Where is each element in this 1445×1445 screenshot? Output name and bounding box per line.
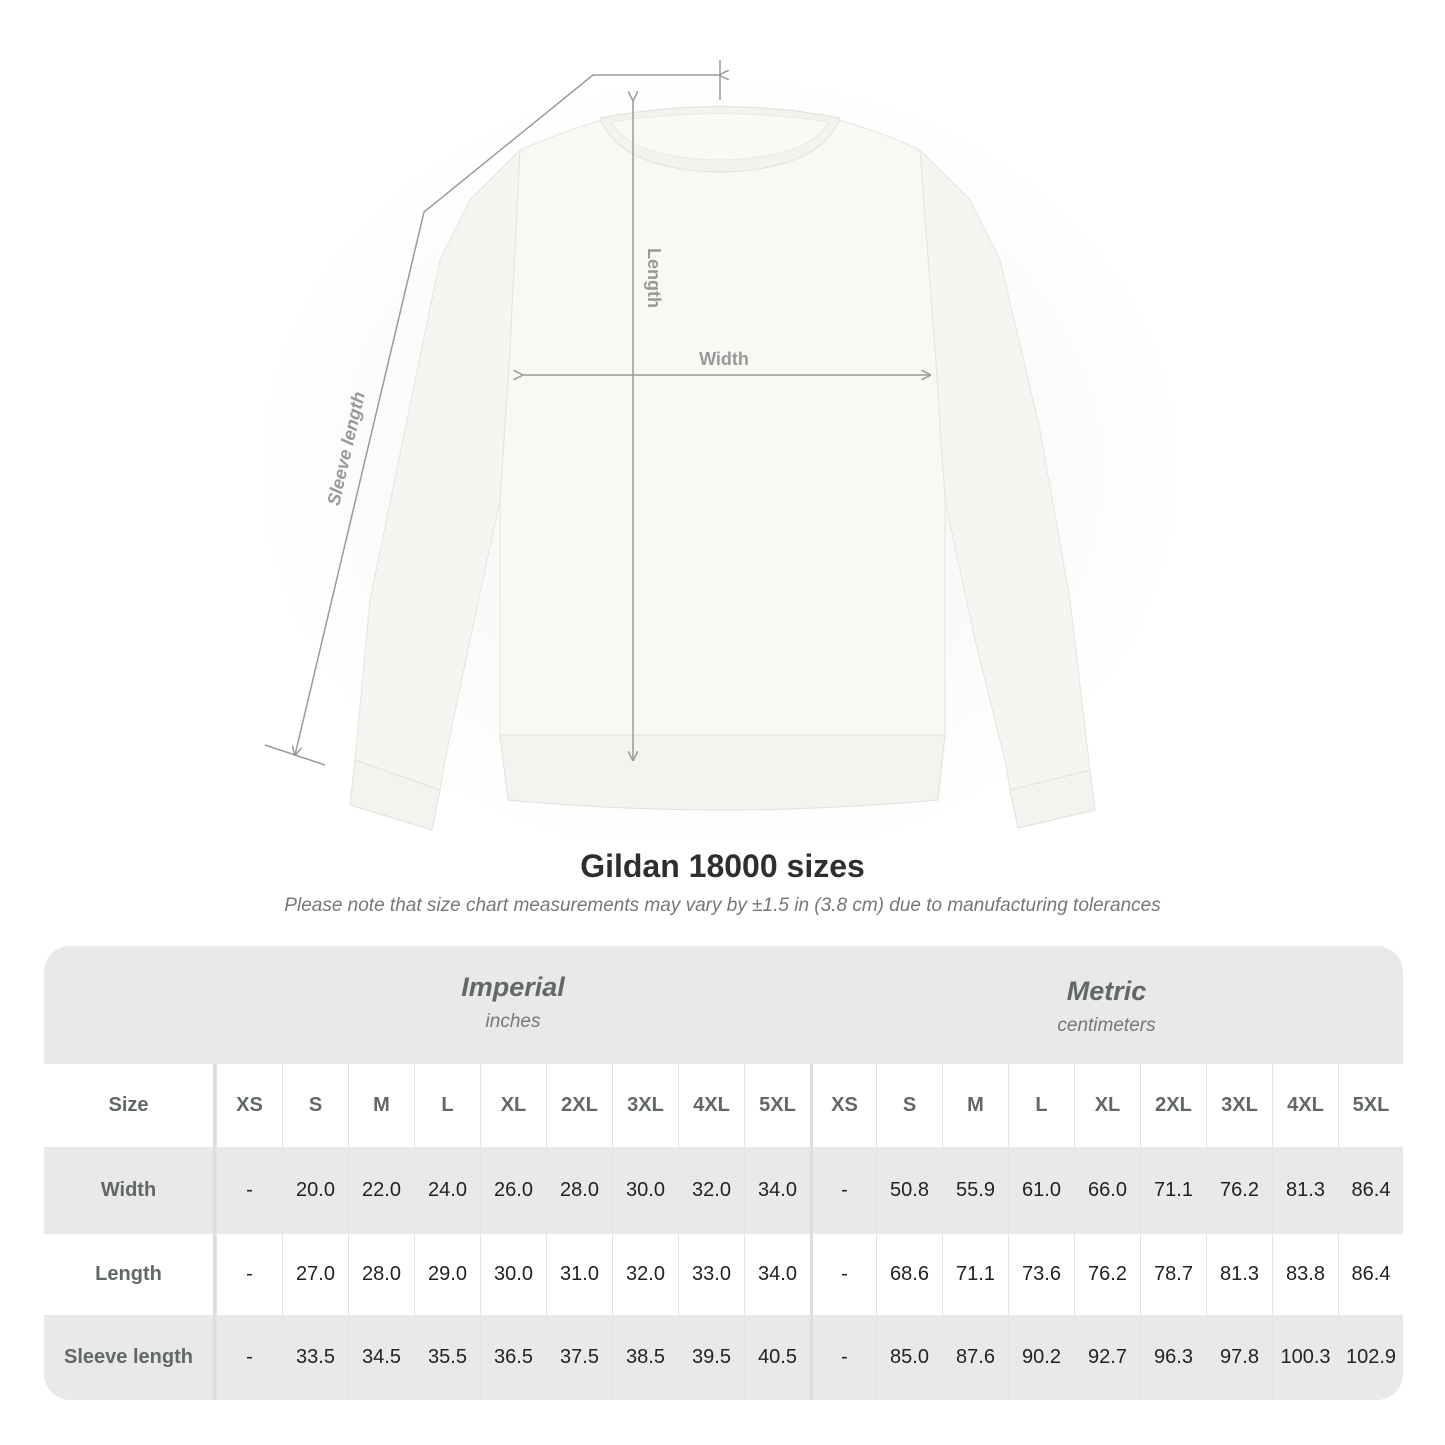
metric-value-cell: 50.8 — [876, 1147, 942, 1234]
metric-value-cell: 71.1 — [942, 1234, 1008, 1315]
size-header-cell: XL — [1074, 1064, 1140, 1147]
metric-value-cell: 85.0 — [876, 1315, 942, 1400]
row-label: Size — [44, 1064, 216, 1147]
measurement-lines — [264, 60, 930, 766]
metric-value-cell: 83.8 — [1272, 1234, 1338, 1315]
imperial-value-cell: 32.0 — [612, 1234, 678, 1315]
table-row: Sleeve length -33.5 34.5 35.5 36.5 37.5 38.5 39… — [44, 1315, 1403, 1400]
imperial-header: Imperial inches — [216, 946, 810, 1090]
metric-value-cell: 76.2 — [1074, 1234, 1140, 1315]
metric-heading: Metric — [1066, 976, 1147, 1006]
metric-header: Metric centimeters — [810, 946, 1403, 1094]
size-header-cell: 2XL — [546, 1064, 612, 1147]
length-label: Length — [644, 248, 664, 308]
sleeve-length-line — [295, 75, 720, 755]
metric-value-cell: 66.0 — [1074, 1147, 1140, 1234]
size-header-cell: XL — [480, 1064, 546, 1147]
imperial-heading: Imperial — [461, 972, 565, 1002]
imperial-value-cell: 33.5 — [282, 1315, 348, 1400]
metric-value-cell: 61.0 — [1008, 1147, 1074, 1234]
imperial-value-cell: 26.0 — [480, 1147, 546, 1234]
metric-value-cell: 86.4 — [1338, 1234, 1403, 1315]
imperial-value-cell: - — [216, 1147, 282, 1234]
imperial-unit: inches — [485, 1011, 541, 1032]
size-header-cell: L — [414, 1064, 480, 1147]
row-label: Width — [44, 1147, 216, 1234]
metric-value-cell: 96.3 — [1140, 1315, 1206, 1400]
metric-value-cell: - — [810, 1147, 876, 1234]
imperial-value-cell: - — [216, 1234, 282, 1315]
size-header-cell: XS — [216, 1064, 282, 1147]
imperial-value-cell: 20.0 — [282, 1147, 348, 1234]
size-header-cell: 5XL — [1338, 1064, 1403, 1147]
metric-value-cell: 73.6 — [1008, 1234, 1074, 1315]
table-row: Width -20.0 22.0 24.0 26.0 28.0 30.0 32.0 34.0-5… — [44, 1147, 1403, 1234]
metric-value-cell: 81.3 — [1272, 1147, 1338, 1234]
metric-value-cell: 90.2 — [1008, 1315, 1074, 1400]
imperial-value-cell: 34.5 — [348, 1315, 414, 1400]
imperial-value-cell: 39.5 — [678, 1315, 744, 1400]
imperial-value-cell: 40.5 — [744, 1315, 810, 1400]
size-header-cell: 4XL — [1272, 1064, 1338, 1147]
metric-value-cell: 102.9 — [1338, 1315, 1403, 1400]
metric-value-cell: 68.6 — [876, 1234, 942, 1315]
imperial-value-cell: 28.0 — [546, 1147, 612, 1234]
row-label: Length — [44, 1234, 216, 1315]
sweater-diagram: Width Length Sleeve length — [250, 60, 1190, 840]
size-header-cell: 2XL — [1140, 1064, 1206, 1147]
metric-value-cell: 81.3 — [1206, 1234, 1272, 1315]
size-header-cell: M — [348, 1064, 414, 1147]
imperial-value-cell: 32.0 — [678, 1147, 744, 1234]
size-chart-table: Imperial inches Metric centimeters Size X… — [44, 946, 1403, 1400]
metric-value-cell: 55.9 — [942, 1147, 1008, 1234]
metric-value-cell: - — [810, 1315, 876, 1400]
metric-value-cell: 87.6 — [942, 1315, 1008, 1400]
size-header-cell: S — [282, 1064, 348, 1147]
size-header-cell: L — [1008, 1064, 1074, 1147]
imperial-value-cell: 27.0 — [282, 1234, 348, 1315]
imperial-value-cell: 38.5 — [612, 1315, 678, 1400]
imperial-value-cell: 29.0 — [414, 1234, 480, 1315]
imperial-value-cell: 37.5 — [546, 1315, 612, 1400]
tolerance-note: Please note that size chart measurements… — [284, 895, 1161, 916]
metric-value-cell: 76.2 — [1206, 1147, 1272, 1234]
imperial-value-cell: 34.0 — [744, 1234, 810, 1315]
metric-value-cell: 86.4 — [1338, 1147, 1403, 1234]
metric-value-cell: 92.7 — [1074, 1315, 1140, 1400]
imperial-value-cell: 28.0 — [348, 1234, 414, 1315]
imperial-value-cell: 30.0 — [612, 1147, 678, 1234]
metric-unit: centimeters — [1057, 1015, 1156, 1036]
width-label: Width — [699, 349, 749, 369]
size-header-cell: M — [942, 1064, 1008, 1147]
size-header-cell: 3XL — [612, 1064, 678, 1147]
metric-value-cell: 97.8 — [1206, 1315, 1272, 1400]
imperial-value-cell: 24.0 — [414, 1147, 480, 1234]
imperial-value-cell: 31.0 — [546, 1234, 612, 1315]
table-row: Length -27.0 28.0 29.0 30.0 31.0 32.0 33.0 34.0-… — [44, 1234, 1403, 1315]
size-header-cell: 4XL — [678, 1064, 744, 1147]
imperial-value-cell: 22.0 — [348, 1147, 414, 1234]
size-header-row: Size XS S M L XL 2XL 3XL 4XL 5XL XS S M L XL 2XL 3XL 4XL 5… — [44, 1064, 1403, 1147]
size-header-cell: S — [876, 1064, 942, 1147]
metric-value-cell: 78.7 — [1140, 1234, 1206, 1315]
imperial-value-cell: 35.5 — [414, 1315, 480, 1400]
metric-value-cell: - — [810, 1234, 876, 1315]
size-header-cell: 5XL — [744, 1064, 810, 1147]
page-title: Gildan 18000 sizes — [580, 848, 865, 884]
size-header-cell: 3XL — [1206, 1064, 1272, 1147]
imperial-value-cell: 36.5 — [480, 1315, 546, 1400]
imperial-value-cell: 30.0 — [480, 1234, 546, 1315]
row-label: Sleeve length — [44, 1315, 216, 1400]
metric-value-cell: 71.1 — [1140, 1147, 1206, 1234]
sleeve-end-tick — [264, 744, 326, 766]
metric-value-cell: 100.3 — [1272, 1315, 1338, 1400]
imperial-value-cell: 34.0 — [744, 1147, 810, 1234]
size-header-cell: XS — [810, 1064, 876, 1147]
imperial-value-cell: 33.0 — [678, 1234, 744, 1315]
imperial-value-cell: - — [216, 1315, 282, 1400]
